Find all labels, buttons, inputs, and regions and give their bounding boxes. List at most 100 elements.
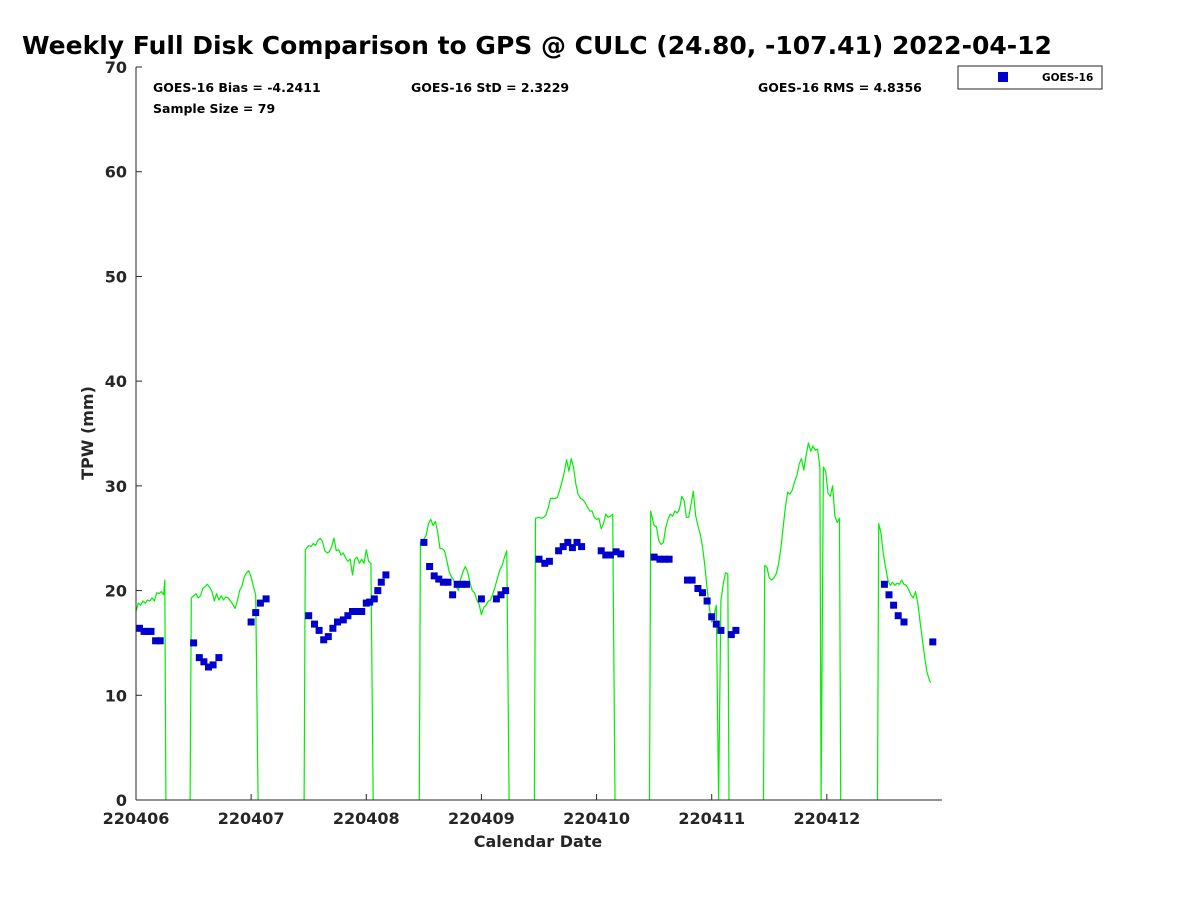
goes16-point [374, 587, 382, 595]
goes16-point [377, 578, 385, 586]
goes16-point [463, 580, 470, 588]
plot-area [135, 442, 937, 801]
y-tick-label: 70 [105, 58, 127, 77]
goes16-point [349, 608, 356, 615]
goes16-point [458, 580, 466, 588]
goes16-point [602, 551, 610, 559]
gps-line-segment-6 [762, 442, 842, 801]
y-tick-label: 20 [105, 582, 127, 601]
gps-line-segment-0 [135, 579, 167, 801]
goes16-point [578, 543, 586, 551]
std-stat: GOES-16 StD = 2.3229 [411, 80, 569, 95]
goes16-point [712, 620, 720, 628]
goes16-point [665, 555, 673, 563]
y-axis-label: TPW (mm) [78, 386, 97, 480]
goes16-point [497, 591, 505, 599]
goes16-point [900, 618, 908, 626]
goes16-point [880, 580, 888, 588]
goes16-point [656, 555, 664, 563]
goes16-point [324, 633, 332, 641]
goes16-point [156, 637, 164, 645]
goes16-series [136, 538, 937, 671]
goes16-point [435, 575, 443, 583]
goes16-point [215, 654, 223, 662]
goes16-point [353, 608, 361, 615]
goes16-point [894, 612, 902, 620]
goes16-point [190, 639, 198, 647]
x-tick-label: 220409 [448, 809, 515, 828]
x-axis-label: Calendar Date [474, 832, 603, 851]
goes16-point [334, 618, 341, 626]
goes16-point [568, 544, 576, 552]
legend: GOES-16 [957, 65, 1103, 90]
x-tick-label: 220410 [563, 809, 630, 828]
goes16-point [205, 663, 212, 671]
goes16-point [152, 637, 160, 645]
legend-goes16-marker [998, 72, 1008, 82]
gps-line-segment-5 [648, 490, 730, 801]
goes16-point [339, 616, 347, 624]
goes16-point [708, 613, 716, 621]
goes16-point [247, 618, 255, 626]
goes16-point [256, 599, 264, 607]
goes16-point [329, 624, 337, 632]
goes16-point [449, 591, 457, 599]
goes16-point [929, 638, 937, 646]
x-tick-label: 220408 [333, 809, 400, 828]
goes16-point [559, 543, 567, 551]
goes16-point [262, 595, 270, 603]
x-tick-label: 220407 [218, 809, 285, 828]
goes16-point [699, 589, 706, 597]
goes16-point [502, 587, 510, 595]
goes16-point [315, 626, 323, 634]
goes16-point [200, 658, 208, 666]
goes16-point [195, 654, 203, 662]
goes16-point [684, 576, 691, 584]
goes16-point [650, 553, 658, 561]
rms-stat: GOES-16 RMS = 4.8356 [758, 80, 922, 95]
goes16-point [555, 547, 563, 555]
gps-line-segment-1 [189, 570, 259, 801]
goes16-point [439, 578, 447, 586]
goes16-point [606, 551, 614, 559]
gps-line-segment-7 [876, 523, 932, 801]
bias-stat: GOES-16 Bias = -4.2411 [153, 80, 321, 95]
goes16-point [564, 538, 572, 546]
y-tick-label: 0 [116, 791, 127, 810]
legend-goes16-label: GOES-16 [1042, 72, 1093, 84]
goes16-point [252, 609, 260, 617]
gps-line-segment-3 [418, 518, 510, 801]
y-tick-label: 10 [105, 686, 127, 705]
x-axis-ticks: 220406 220407 220408 220409 220410 220411 2204… [103, 794, 860, 828]
goes16-point [305, 612, 313, 620]
goes16-point [209, 661, 217, 669]
goes16-point [612, 548, 620, 556]
goes16-point [545, 557, 553, 565]
goes16-point [732, 626, 740, 634]
legend-box [957, 65, 1103, 90]
y-tick-label: 30 [105, 477, 127, 496]
goes16-point [444, 578, 452, 586]
x-tick-label: 220406 [103, 809, 170, 828]
goes16-point [492, 595, 500, 603]
goes16-point [703, 597, 711, 605]
x-tick-label: 220411 [678, 809, 745, 828]
goes16-point [541, 559, 549, 567]
goes16-point [370, 595, 378, 603]
goes16-point [890, 601, 898, 609]
goes16-point [420, 538, 428, 546]
goes16-point [535, 555, 543, 563]
goes16-point [382, 571, 390, 579]
goes16-point [573, 538, 581, 546]
goes16-point [717, 626, 725, 634]
goes16-point [147, 627, 155, 635]
goes16-point [426, 563, 434, 570]
y-tick-label: 60 [105, 163, 127, 182]
gps-line-segment-2 [303, 537, 374, 801]
gps-series [135, 442, 932, 801]
goes16-point [453, 580, 461, 588]
gps-line-segment-4 [533, 458, 616, 801]
chart-title: Weekly Full Disk Comparison to GPS @ CUL… [22, 31, 1052, 60]
